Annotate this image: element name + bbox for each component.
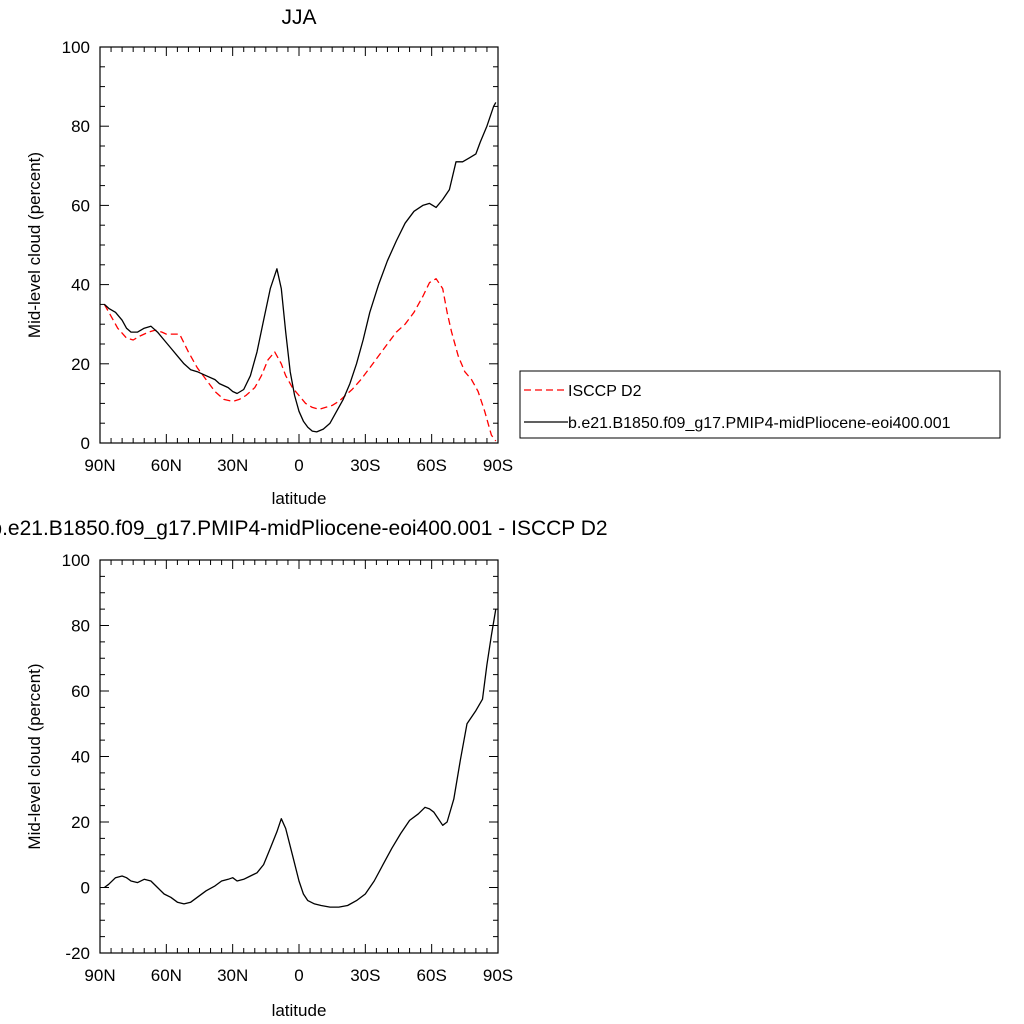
x-tick-label: 30N — [217, 456, 248, 475]
x-tick-label: 30N — [217, 966, 248, 985]
chart-title: b.e21.B1850.f09_g17.PMIP4-midPliocene-eo… — [0, 517, 608, 540]
plot-frame — [99, 559, 499, 954]
legend-entry-label: b.e21.B1850.f09_g17.PMIP4-midPliocene-eo… — [568, 415, 951, 432]
series-line-1 — [103, 278, 497, 442]
y-tick-label: 100 — [62, 551, 90, 570]
legend: ISCCP D2 b.e21.B1850.f09_g17.PMIP4-midPli… — [519, 370, 1001, 439]
y-tick-label: 40 — [71, 748, 90, 767]
y-tick-label: 20 — [71, 355, 90, 374]
plot-frame — [99, 46, 499, 444]
y-tick-label: 40 — [71, 276, 90, 295]
x-tick-label: 90N — [84, 966, 115, 985]
x-tick-label: 30S — [350, 456, 380, 475]
legend-box — [519, 370, 1001, 439]
x-tick-label: 60N — [151, 966, 182, 985]
legend-entry-label: ISCCP D2 — [568, 383, 642, 400]
y-tick-label: 0 — [81, 434, 90, 453]
x-tick-label: 90S — [483, 966, 513, 985]
x-tick-label: 0 — [294, 456, 303, 475]
x-tick-label: 60S — [417, 456, 447, 475]
x-axis-label: latitude — [272, 489, 327, 508]
y-tick-label: 100 — [62, 38, 90, 57]
y-axis-label: Mid-level cloud (percent) — [25, 663, 44, 849]
chart-panel-1: 90N 60N 30N 0 30S 60S 90S 0 20 40 60 80 100 JJA latitu… — [25, 6, 1001, 508]
y-tick-label: -20 — [65, 944, 90, 963]
chart-panel-2: 90N 60N 30N 0 30S 60S 90S -20 0 20 40 60 80 100 b.e21.… — [0, 517, 608, 1020]
series-line-1 — [104, 608, 497, 908]
x-tick-label: 60S — [417, 966, 447, 985]
x-tick-label: 60N — [151, 456, 182, 475]
x-axis-label: latitude — [272, 1001, 327, 1020]
y-axis-label: Mid-level cloud (percent) — [25, 152, 44, 338]
y-tick-label: 60 — [71, 196, 90, 215]
x-tick-label: 30S — [350, 966, 380, 985]
y-tick-label: 60 — [71, 682, 90, 701]
chart-title: JJA — [281, 6, 316, 29]
y-tick-label: 80 — [71, 117, 90, 136]
x-tick-label: 0 — [294, 966, 303, 985]
x-tick-label: 90N — [84, 456, 115, 475]
series-line-2 — [103, 102, 497, 433]
y-tick-label: 0 — [81, 879, 90, 898]
y-tick-label: 20 — [71, 813, 90, 832]
y-tick-label: 80 — [71, 617, 90, 636]
x-tick-label: 90S — [483, 456, 513, 475]
